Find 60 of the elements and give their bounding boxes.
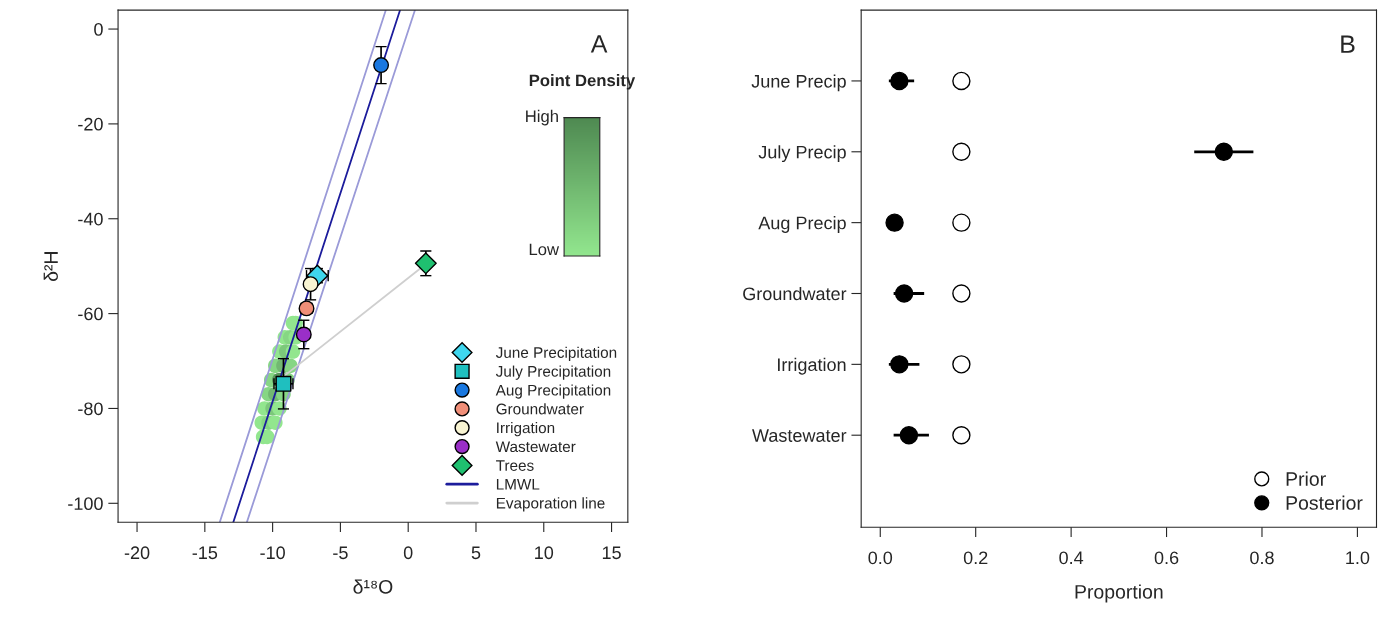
legend-label: June Precipitation (495, 346, 617, 361)
legend-label: Trees (496, 460, 534, 471)
x-tick-label: 0.0 (868, 551, 893, 565)
legend-label: Irrigation (497, 422, 555, 437)
point (952, 71, 971, 91)
annotation: B (1341, 35, 1355, 53)
x-tick-label: -20 (124, 546, 150, 560)
y-tick-label: Irrigation (778, 357, 846, 375)
y-tick-label: -40 (78, 212, 103, 226)
point (885, 213, 904, 232)
point (890, 355, 909, 374)
legend-label: Prior (1286, 471, 1326, 486)
y-tick-label: July Precip (758, 145, 846, 163)
point (952, 142, 971, 161)
y-tick-label: 0 (94, 22, 103, 36)
point (302, 276, 319, 293)
x-tick-label: 0.6 (1154, 551, 1179, 565)
point (373, 57, 390, 74)
y-axis-title: δ²H (43, 252, 58, 282)
y-tick-label: -100 (68, 497, 103, 511)
point (952, 213, 971, 232)
legend-label: July Precipitation (495, 365, 611, 380)
legend-label: Evaporation line (496, 497, 605, 512)
legend-label: Wastewater (495, 441, 576, 453)
x-tick-label: 0.8 (1250, 551, 1274, 565)
x-axis-title: Proportion (1075, 584, 1163, 603)
x-tick-label: 0 (403, 546, 413, 560)
x-tick-label: 0.4 (1059, 551, 1084, 565)
x-tick-label: 15 (602, 546, 621, 560)
legend-label: LMWL (496, 479, 540, 490)
x-tick-label: -5 (333, 546, 348, 560)
y-tick-label: Wastewater (752, 429, 847, 442)
point (952, 355, 971, 374)
x-tick-label: -15 (192, 546, 218, 560)
x-tick-label: 0.2 (963, 551, 988, 565)
point (295, 326, 312, 343)
y-tick-label: -20 (78, 117, 103, 131)
legend-label: Aug Precipitation (495, 384, 611, 399)
x-tick-label: 1.0 (1346, 551, 1370, 565)
x-tick-label: 10 (535, 546, 554, 560)
point (414, 252, 437, 275)
point (952, 284, 971, 303)
point (1214, 142, 1234, 161)
y-tick-label: Aug Precip (758, 216, 846, 233)
point (890, 71, 909, 91)
point (952, 425, 971, 445)
y-tick-label: -80 (78, 402, 103, 416)
legend-label: Posterior (1286, 495, 1363, 510)
y-tick-label: -60 (78, 307, 103, 321)
point (899, 425, 919, 445)
y-tick-label: Groundwater (743, 286, 847, 301)
annotation: A (590, 35, 608, 53)
y-tick-label: June Precip (751, 74, 846, 92)
x-axis-title: δ¹⁸O (353, 579, 393, 594)
annotation: Low (529, 243, 560, 256)
legend-label: Groundwater (496, 403, 584, 415)
annotation: High (526, 109, 558, 126)
x-tick-label: -10 (260, 546, 285, 560)
point (894, 284, 914, 303)
x-tick-label: 5 (471, 546, 481, 560)
